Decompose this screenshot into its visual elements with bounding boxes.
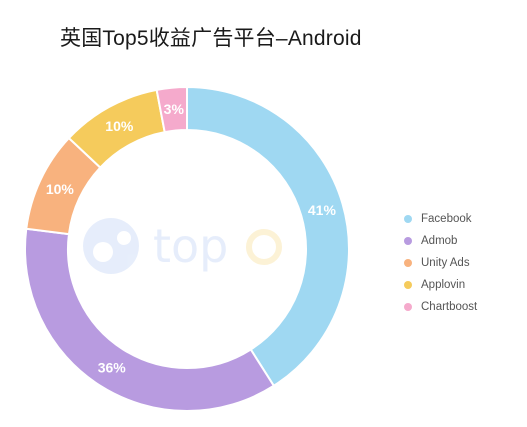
legend-swatch: [404, 303, 412, 311]
legend-label: Chartboost: [421, 301, 478, 313]
donut-slices: [24, 85, 350, 412]
chart-legend: Facebook Admob Unity Ads Applovin Chartboost: [404, 208, 477, 318]
legend-label: Admob: [421, 235, 458, 247]
slice-admob: [24, 227, 276, 412]
legend-swatch: [404, 259, 412, 267]
legend-item-admob: Admob: [404, 230, 477, 252]
legend-item-chartboost: Chartboost: [404, 296, 477, 318]
legend-item-unity-ads: Unity Ads: [404, 252, 477, 274]
legend-swatch: [404, 281, 412, 289]
legend-label: Unity Ads: [421, 257, 470, 269]
value-label-admob: 36%: [98, 360, 127, 376]
value-label-applovin: 10%: [105, 118, 134, 134]
value-label-chartboost: 3%: [164, 101, 185, 117]
watermark-logo-ring: [246, 229, 282, 265]
value-label-unity-ads: 10%: [46, 181, 75, 197]
donut-value-labels: 41% 36% 10% 10% 3%: [46, 101, 337, 376]
legend-swatch: [404, 215, 412, 223]
value-label-facebook: 41%: [308, 202, 337, 218]
legend-label: Facebook: [421, 213, 472, 225]
legend-swatch: [404, 237, 412, 245]
watermark-logo: [83, 218, 139, 274]
legend-label: Applovin: [421, 279, 466, 291]
slice-facebook: [186, 85, 350, 388]
legend-item-facebook: Facebook: [404, 208, 477, 230]
legend-item-applovin: Applovin: [404, 274, 477, 296]
chart-title: 英国Top5收益广告平台–Android: [60, 27, 362, 50]
watermark-text: top: [153, 219, 228, 273]
slice-chartboost: [155, 85, 188, 134]
